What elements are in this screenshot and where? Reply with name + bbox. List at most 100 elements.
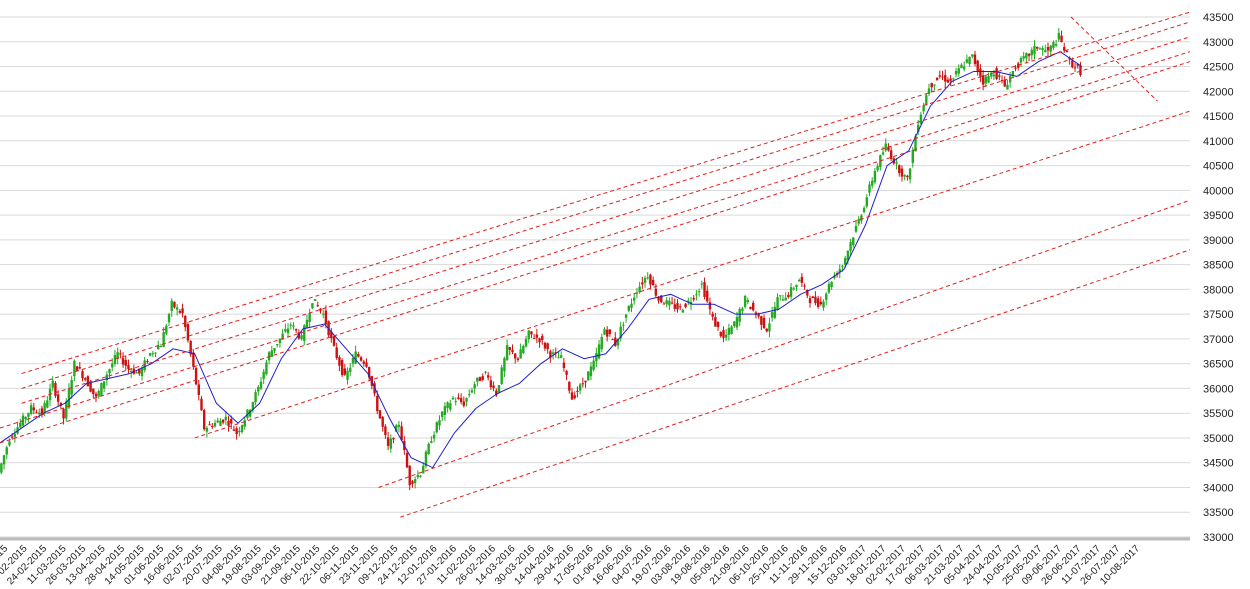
candle-body: [854, 225, 858, 232]
candle-body: [108, 369, 111, 374]
candle-body: [651, 279, 655, 286]
candle-body: [1022, 56, 1025, 59]
candle-body: [681, 309, 685, 313]
candle-body: [792, 288, 795, 290]
candle-body: [311, 303, 314, 308]
candle-body: [668, 300, 671, 306]
candle-body: [649, 274, 652, 285]
candle-body: [284, 329, 287, 332]
candle-body: [616, 338, 620, 346]
trendline: [1070, 16, 1158, 102]
candles: [0, 27, 1082, 491]
candle-body: [1033, 45, 1036, 55]
candle-body: [670, 302, 674, 304]
candle-body: [67, 388, 71, 408]
candle-body: [1076, 63, 1079, 66]
candle-body: [605, 329, 609, 337]
candle-body: [914, 136, 917, 152]
candle-body: [589, 366, 593, 377]
candle-body: [349, 367, 352, 372]
candle-body: [662, 303, 666, 305]
candle-body: [232, 429, 236, 431]
candle-body: [1011, 70, 1015, 76]
candle-body: [868, 184, 871, 193]
candle-body: [900, 168, 904, 177]
candle-body: [10, 436, 14, 438]
candle-body: [706, 290, 709, 302]
candle-body: [871, 180, 874, 186]
candle-body: [289, 324, 292, 326]
candle-body: [973, 54, 977, 65]
candle-body: [303, 325, 306, 341]
candle-body: [292, 325, 295, 327]
candle-body: [354, 351, 357, 364]
trendline: [21, 21, 1191, 389]
y-tick-label: 39500: [1203, 210, 1234, 222]
candle-body: [746, 300, 750, 303]
candle-body: [143, 360, 146, 371]
candle-body: [300, 335, 303, 340]
candle-body: [838, 269, 841, 273]
y-tick-label: 41500: [1203, 111, 1234, 123]
candle-body: [919, 114, 923, 124]
candle-body: [1044, 50, 1047, 53]
candle-body: [316, 305, 319, 307]
candle-body: [451, 397, 455, 400]
candle-body: [240, 425, 244, 432]
candle-body: [903, 174, 906, 177]
candle-body: [724, 334, 728, 338]
candle-body: [722, 330, 725, 338]
candle-body: [549, 351, 552, 358]
candle-body: [938, 75, 942, 77]
candle-body: [592, 360, 595, 370]
candle-body: [876, 166, 879, 171]
candle-body: [189, 340, 192, 355]
candle-body: [157, 345, 160, 350]
candle-body: [449, 403, 452, 410]
candle-body: [743, 295, 747, 307]
candle-body: [0, 463, 3, 473]
candle-body: [538, 338, 541, 343]
candle-body: [1008, 76, 1012, 83]
candle-body: [208, 424, 211, 426]
candle-body: [695, 294, 698, 296]
candle-body: [984, 76, 988, 84]
candle-body: [562, 362, 566, 369]
candle-body: [335, 347, 338, 358]
candle-body: [784, 297, 787, 301]
candle-body: [906, 175, 909, 178]
trendline: [0, 51, 1191, 429]
candle-body: [760, 316, 763, 325]
candle-body: [492, 385, 495, 389]
candle-body: [8, 441, 11, 446]
candle-body: [286, 328, 290, 334]
candle-body: [305, 319, 309, 328]
candle-body: [459, 397, 463, 403]
candle-body: [862, 208, 866, 212]
candle-body: [121, 357, 125, 365]
candle-body: [119, 353, 122, 355]
candle-body: [413, 479, 417, 484]
candle-body: [219, 420, 222, 426]
candle-body: [227, 420, 230, 426]
candle-body: [362, 361, 365, 364]
candle-body: [944, 75, 947, 82]
candle-body: [624, 314, 628, 318]
candle-body: [692, 297, 695, 300]
candle-body: [24, 417, 27, 420]
candle-body: [949, 78, 952, 81]
candle-body: [527, 330, 530, 340]
candle-body: [313, 299, 317, 301]
candle-body: [154, 352, 157, 354]
candle-body: [405, 453, 409, 468]
y-tick-label: 35500: [1203, 408, 1234, 420]
candle-body: [814, 296, 817, 304]
candle-body: [476, 377, 479, 382]
candle-body: [503, 358, 506, 372]
candle-body: [216, 420, 219, 423]
candle-body: [779, 295, 782, 297]
candle-body: [600, 337, 603, 350]
candle-body: [221, 419, 225, 423]
candle-body: [730, 326, 733, 334]
